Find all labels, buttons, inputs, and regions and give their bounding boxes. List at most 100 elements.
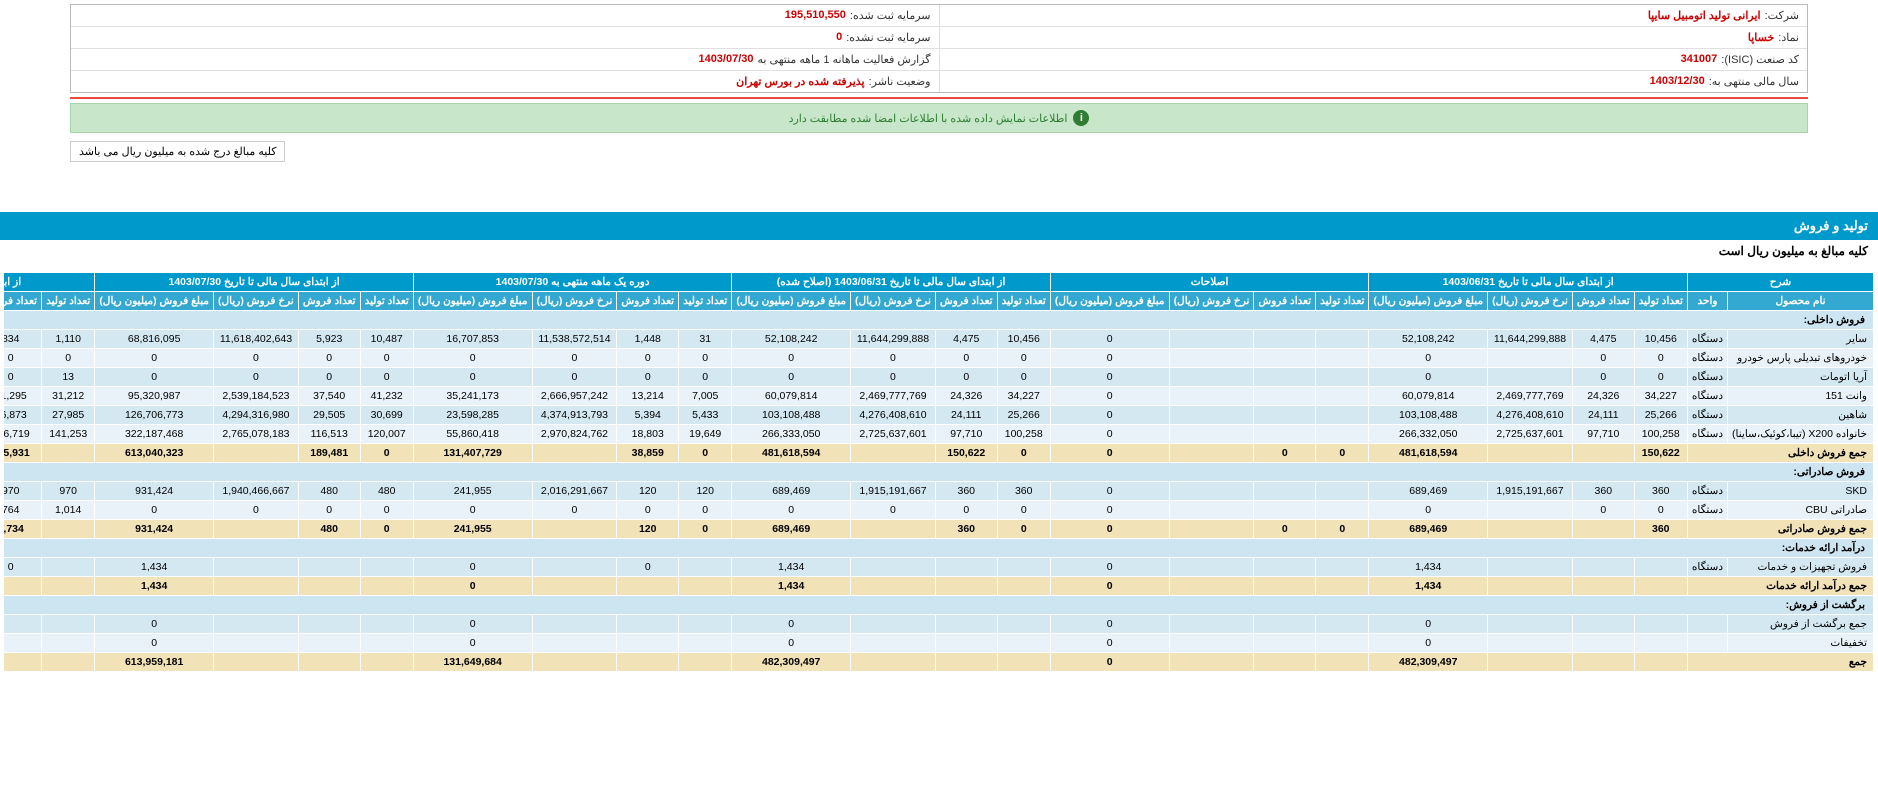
table-cell: 35,241,173 [413, 387, 532, 406]
table-cell: 0 [732, 615, 851, 634]
product-name: وانت 151 [1728, 387, 1874, 406]
table-cell [1316, 653, 1369, 672]
product-name: تخفیفات [1728, 634, 1874, 653]
table-cell: 0 [679, 501, 732, 520]
product-name: SKD [1728, 482, 1874, 501]
table-cell [1316, 634, 1369, 653]
unit-cell: دستگاه [1687, 425, 1727, 444]
table-row: خودروهای تبدیلی پارس خودرودستگاه00000000… [4, 349, 1874, 368]
table-cell [298, 634, 360, 653]
table-cell [1254, 615, 1316, 634]
table-cell: 0 [679, 368, 732, 387]
table-cell: 103,108,488 [1369, 406, 1488, 425]
table-cell: 11,644,299,888 [1488, 330, 1573, 349]
table-cell: 0 [617, 349, 679, 368]
table-cell: 150,622 [1634, 444, 1687, 463]
unit-cell: دستگاه [1687, 406, 1727, 425]
table-cell: 0 [679, 444, 732, 463]
table-cell: 0 [732, 349, 851, 368]
table-cell: 52,108,242 [732, 330, 851, 349]
table-cell: 10,456 [997, 330, 1050, 349]
table-cell: 0 [732, 634, 851, 653]
table-cell: 0 [95, 349, 214, 368]
table-cell: 2,725,637,601 [851, 425, 936, 444]
table-cell [532, 653, 617, 672]
table-cell: 0 [935, 349, 997, 368]
symbol-value: خساپا [1748, 31, 1774, 44]
table-cell: 55,860,418 [413, 425, 532, 444]
product-name: آریا اتومات [1728, 368, 1874, 387]
status-label: وضعیت ناشر: [869, 75, 931, 88]
table-cell [1488, 577, 1573, 596]
table-cell: 0 [1050, 577, 1169, 596]
table-row: صادراتی CBUدستگاه00000000000000001,01476… [4, 501, 1874, 520]
table-cell: 613,959,181 [95, 653, 214, 672]
table-cell [997, 653, 1050, 672]
table-cell: 0 [1316, 444, 1369, 463]
table-cell [617, 615, 679, 634]
table-cell [1572, 444, 1634, 463]
table-cell: 0 [997, 349, 1050, 368]
table-cell [42, 634, 95, 653]
table-row: شاهیندستگاه25,26624,1114,276,408,610103,… [4, 406, 1874, 425]
table-cell: 1,434 [95, 577, 214, 596]
table-cell [679, 634, 732, 653]
table-cell [1488, 444, 1573, 463]
table-cell: 0 [214, 501, 299, 520]
table-cell: 4,276,408,610 [851, 406, 936, 425]
table-cell: 0 [732, 501, 851, 520]
table-row: آریا اتوماتدستگاه000000000000000013000تو… [4, 368, 1874, 387]
table-cell: 0 [1254, 444, 1316, 463]
table-cell: 360 [1572, 482, 1634, 501]
table-cell [1316, 387, 1369, 406]
table-cell: 0 [617, 558, 679, 577]
table-cell [1316, 577, 1369, 596]
table-cell: 0 [95, 615, 214, 634]
table-cell [1169, 615, 1254, 634]
table-cell [1316, 425, 1369, 444]
table-cell: 0 [95, 368, 214, 387]
table-row: SKDدستگاه3603601,915,191,667689,46903603… [4, 482, 1874, 501]
cap-unreg-label: سرمایه ثبت نشده: [846, 31, 930, 44]
product-name: سایر [1728, 330, 1874, 349]
table-cell [1488, 520, 1573, 539]
table-cell: 131,649,684 [413, 653, 532, 672]
year-value: 1403/12/30 [1650, 75, 1705, 88]
table-cell: 24,326 [935, 387, 997, 406]
table-cell: 23,598,285 [413, 406, 532, 425]
table-cell [1169, 425, 1254, 444]
table-cell: 0 [1050, 349, 1169, 368]
table-cell [679, 577, 732, 596]
table-cell [1634, 634, 1687, 653]
sum-row: جمع فروش داخلی150,622481,618,5940000150,… [4, 444, 1874, 463]
table-cell: 689,469 [732, 520, 851, 539]
table-cell [1169, 501, 1254, 520]
table-cell: 0 [679, 349, 732, 368]
table-cell: 0 [532, 501, 617, 520]
table-cell: 0 [1050, 615, 1169, 634]
table-row: وانت 151دستگاه34,22724,3262,469,777,7696… [4, 387, 1874, 406]
table-cell [1169, 558, 1254, 577]
table-cell [214, 653, 299, 672]
table-cell: 2,765,078,183 [214, 425, 299, 444]
table-cell [532, 615, 617, 634]
table-cell: 150,622 [935, 444, 997, 463]
table-cell: 0 [413, 577, 532, 596]
table-cell [1169, 653, 1254, 672]
table-cell [1169, 577, 1254, 596]
table-cell: 0 [1369, 634, 1488, 653]
table-cell [1316, 406, 1369, 425]
table-cell [1572, 558, 1634, 577]
table-cell: 0 [1634, 501, 1687, 520]
table-cell: 481,618,594 [1369, 444, 1488, 463]
isic-value: 341007 [1681, 53, 1718, 66]
table-cell: 0 [1050, 406, 1169, 425]
unit-cell: دستگاه [1687, 482, 1727, 501]
table-cell: 131,407,729 [413, 444, 532, 463]
table-cell: 0 [617, 368, 679, 387]
table-cell [1634, 653, 1687, 672]
table-cell [1572, 577, 1634, 596]
table-cell: 0 [1050, 330, 1169, 349]
table-cell: 0 [1369, 368, 1488, 387]
table-cell: 2,666,957,242 [532, 387, 617, 406]
